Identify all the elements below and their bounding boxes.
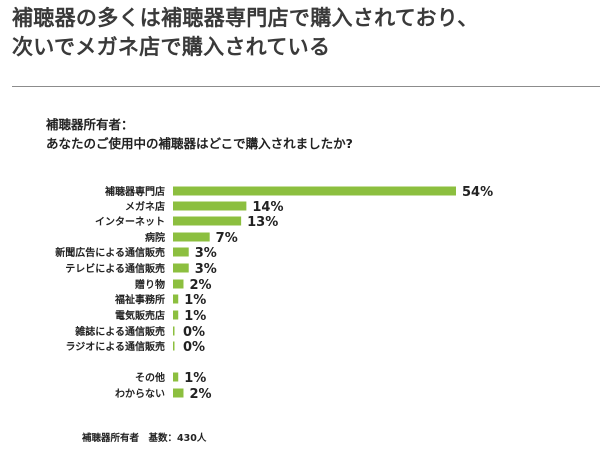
question-line-2: あなたのご使用中の補聴器はどこで購入されましたか? xyxy=(46,136,353,151)
value-label: 7% xyxy=(216,231,238,246)
bar xyxy=(173,294,179,304)
bar xyxy=(173,341,175,351)
question-line-1: 補聴器所有者： xyxy=(46,117,134,132)
bar xyxy=(173,232,210,242)
headline-line-2: 次いでメガネ店で購入されている xyxy=(12,35,331,59)
bar xyxy=(173,372,179,382)
bar xyxy=(173,326,175,336)
category-label: メガネ店 xyxy=(125,200,165,213)
divider xyxy=(12,86,600,87)
category-label: わからない xyxy=(115,388,165,400)
bar xyxy=(173,201,247,211)
value-label: 14% xyxy=(252,200,283,215)
category-label: インターネット xyxy=(95,216,165,228)
category-label: その他 xyxy=(135,371,165,384)
bar xyxy=(173,279,184,289)
category-label: テレビによる通信販売 xyxy=(65,262,165,275)
category-label: ラジオによる通信販売 xyxy=(66,340,166,353)
category-label: 新聞広告による通信販売 xyxy=(55,246,165,259)
value-label: 2% xyxy=(189,278,211,293)
value-label: 2% xyxy=(189,387,211,402)
category-label: 福祉事務所 xyxy=(114,293,165,306)
bar xyxy=(173,247,189,257)
bar xyxy=(173,216,242,226)
value-label: 1% xyxy=(184,309,206,324)
value-label: 0% xyxy=(183,340,205,355)
category-label: 病院 xyxy=(145,231,165,244)
category-label: 雑誌による通信販売 xyxy=(74,325,165,338)
value-label: 0% xyxy=(183,325,205,340)
bar xyxy=(173,310,179,320)
sample-size-note: 補聴器所有者 基数：430人 xyxy=(82,433,207,444)
bar xyxy=(173,263,189,273)
headline: 補聴器の多くは補聴器専門店で購入されており、 次いでメガネ店で購入されている xyxy=(12,4,592,62)
survey-question: 補聴器所有者： あなたのご使用中の補聴器はどこで購入されましたか? xyxy=(46,115,353,153)
value-label: 54% xyxy=(462,185,493,200)
value-label: 1% xyxy=(184,371,206,386)
value-label: 3% xyxy=(195,262,217,277)
category-label: 補聴器専門店 xyxy=(104,185,165,198)
headline-line-1: 補聴器の多くは補聴器専門店で購入されており、 xyxy=(12,6,479,30)
bar xyxy=(173,186,456,196)
category-label: 電気販売店 xyxy=(115,309,165,322)
category-label: 贈り物 xyxy=(135,278,165,291)
value-label: 3% xyxy=(195,246,217,261)
value-label: 13% xyxy=(247,215,278,230)
value-label: 1% xyxy=(184,293,206,308)
bar xyxy=(173,388,184,398)
